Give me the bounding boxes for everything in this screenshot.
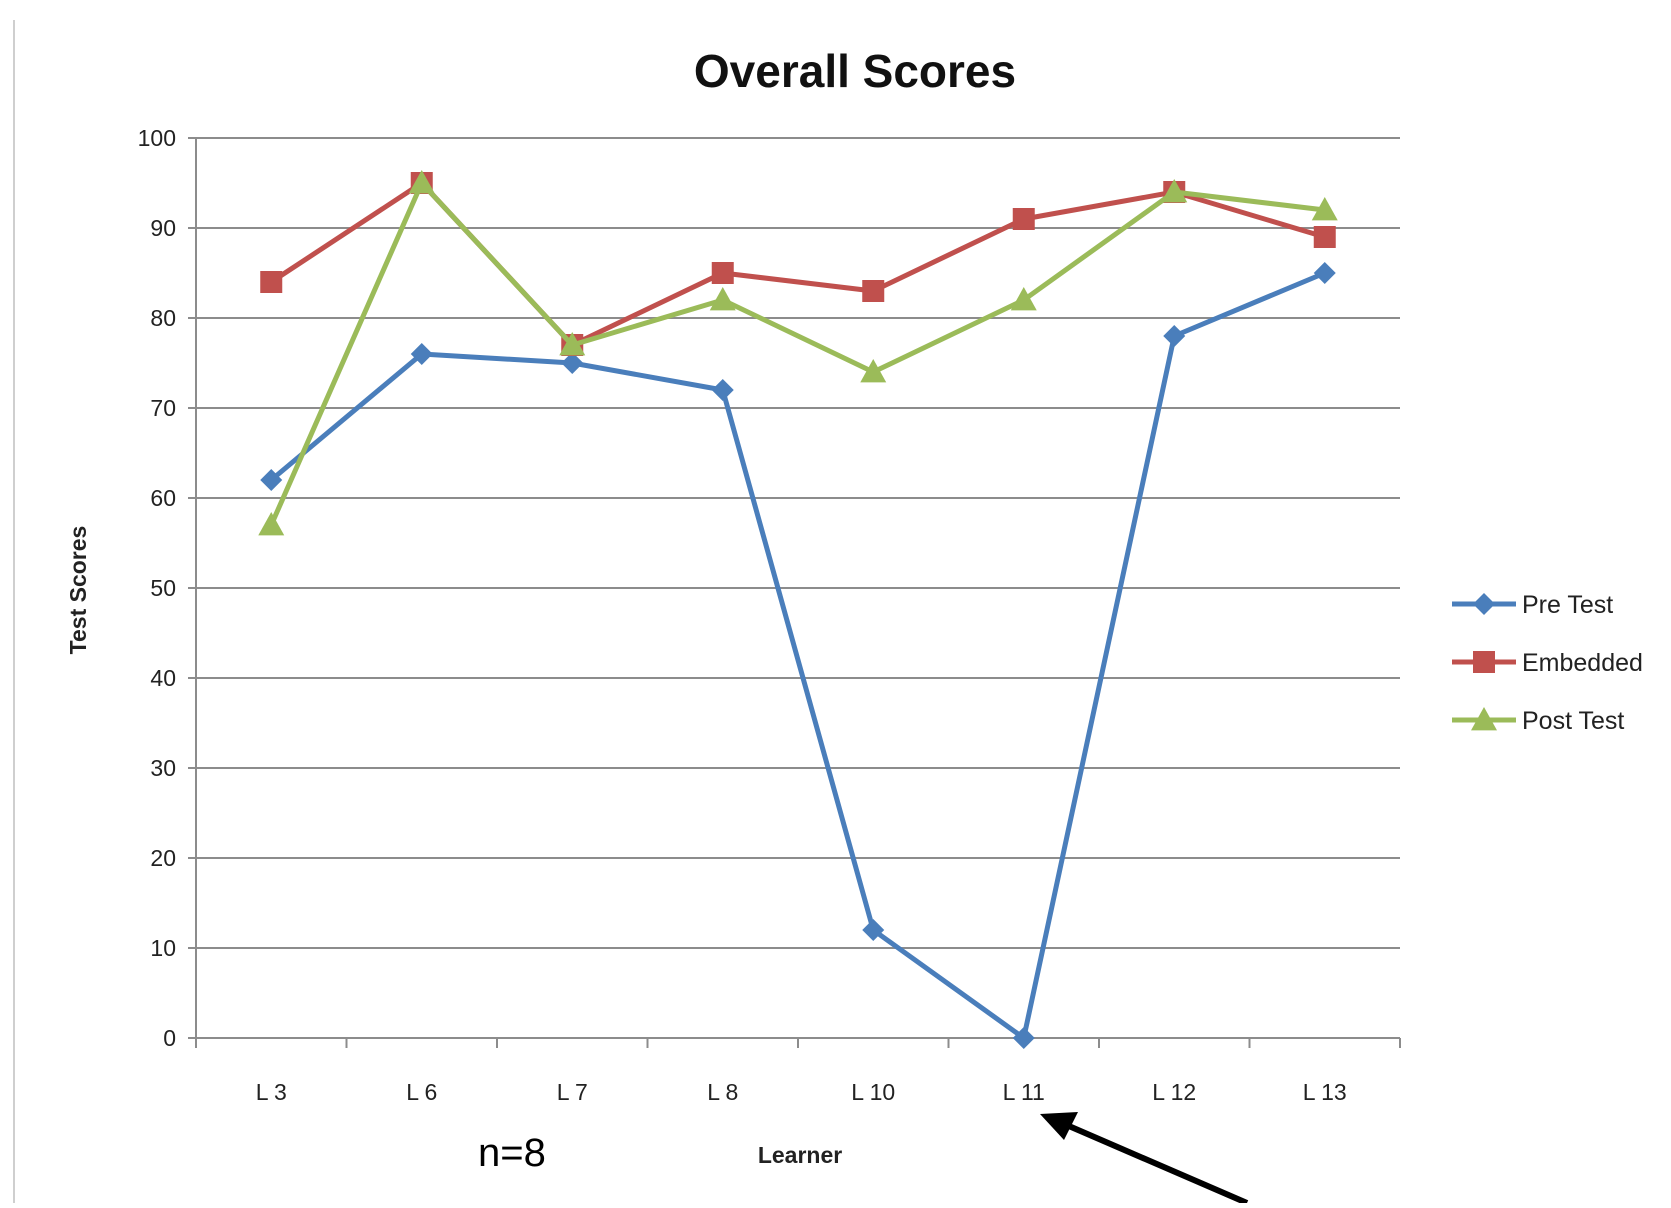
data-point-embedded <box>1313 226 1336 248</box>
x-tick-label: L 13 <box>1303 1079 1347 1105</box>
legend-swatch-marker <box>1473 651 1495 673</box>
x-tick-label: L 3 <box>256 1079 287 1105</box>
chart-title: Overall Scores <box>694 45 1016 97</box>
legend-label: Pre Test <box>1522 591 1613 619</box>
data-point-pre-test <box>1313 262 1336 284</box>
data-point-pre-test <box>711 379 734 401</box>
series-post-test <box>258 170 1338 536</box>
legend-item-post-test: Post Test <box>1452 707 1624 735</box>
data-point-pre-test <box>862 919 885 941</box>
axes: 0 10 20 30 40 50 60 70 80 90 100 L 3 L 6 L 7 L 8 L 10 L … <box>138 125 1401 1105</box>
series-pre-test <box>260 262 1336 1049</box>
x-axis-label: Learner <box>758 1142 842 1168</box>
legend-label: Post Test <box>1522 707 1624 735</box>
data-point-post-test <box>559 332 586 356</box>
data-point-embedded <box>862 280 885 302</box>
data-point-post-test <box>860 359 887 383</box>
data-point-embedded <box>1012 208 1035 230</box>
x-tick-label: L 7 <box>557 1079 588 1105</box>
data-point-post-test <box>1311 197 1338 221</box>
legend-label: Embedded <box>1522 649 1643 677</box>
gridlines <box>196 137 1400 949</box>
y-tick-label: 0 <box>163 1025 176 1051</box>
series-line-embedded <box>269 180 1326 348</box>
y-tick-label: 30 <box>150 755 176 781</box>
y-tick-label: 100 <box>138 125 176 151</box>
data-point-embedded <box>711 262 734 284</box>
legend-swatch-marker <box>1473 593 1495 615</box>
annotation-arrow <box>1040 1112 1249 1206</box>
legend: Pre Test Embedded Post Test <box>1452 591 1643 735</box>
y-tick-label: 10 <box>150 935 176 961</box>
data-point-pre-test <box>260 469 283 491</box>
legend-swatch-marker <box>1471 707 1497 731</box>
data-point-embedded <box>260 271 283 293</box>
x-tick-label: L 6 <box>406 1079 437 1105</box>
y-tick-label: 90 <box>150 215 176 241</box>
x-tick-label: L 10 <box>851 1079 895 1105</box>
series-line-pre-test <box>269 270 1326 1041</box>
data-point-pre-test <box>1163 325 1186 347</box>
y-tick-label: 20 <box>150 845 176 871</box>
series-line-post-test <box>268 180 1326 527</box>
data-point-post-test <box>1161 179 1188 203</box>
annotation-arrow-shaft <box>1053 1117 1249 1206</box>
y-tick-label: 50 <box>150 575 176 601</box>
legend-item-embedded: Embedded <box>1452 649 1643 677</box>
x-tick-label: L 12 <box>1152 1079 1196 1105</box>
y-tick-label: 40 <box>150 665 176 691</box>
data-point-post-test <box>1010 287 1037 311</box>
data-point-post-test <box>709 287 736 311</box>
annotation-arrow-head <box>1040 1112 1078 1140</box>
y-tick-label: 80 <box>150 305 176 331</box>
sample-size-note: n=8 <box>478 1131 546 1175</box>
y-axis-label: Test Scores <box>65 526 91 655</box>
y-tick-label: 60 <box>150 485 176 511</box>
y-tick-label: 70 <box>150 395 176 421</box>
x-tick-label: L 11 <box>1003 1079 1045 1105</box>
series-group <box>258 170 1338 1049</box>
legend-item-pre-test: Pre Test <box>1452 591 1613 619</box>
data-point-post-test <box>258 512 285 536</box>
data-point-post-test <box>408 170 435 194</box>
data-point-pre-test <box>561 352 584 374</box>
data-point-pre-test <box>1012 1027 1035 1049</box>
x-tick-label: L 8 <box>707 1079 738 1105</box>
data-point-pre-test <box>410 343 433 365</box>
